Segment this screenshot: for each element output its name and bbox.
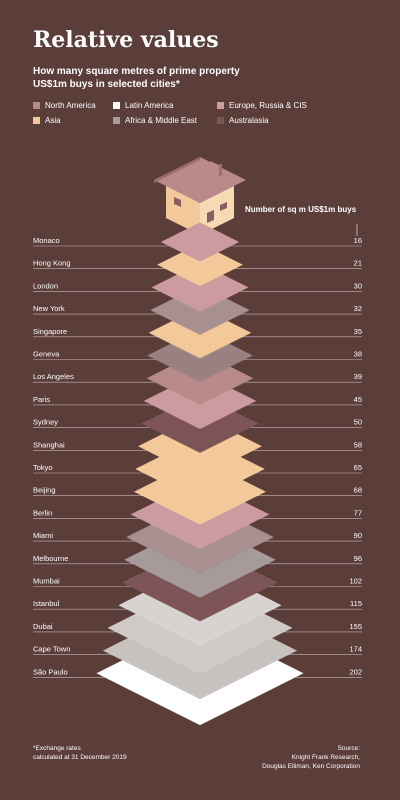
- city-label: New York: [33, 304, 65, 313]
- city-label: Mumbai: [33, 577, 60, 586]
- legend-item-north-america: North America: [33, 101, 96, 110]
- city-label: Dubai: [33, 622, 53, 631]
- value-label: 45: [354, 395, 362, 404]
- value-label: 30: [354, 281, 362, 290]
- value-label: 39: [354, 372, 362, 381]
- city-label: Tokyo: [33, 463, 53, 472]
- axis-title: Number of sq m US$1m buys: [245, 205, 357, 214]
- legend-item-africa-middle-east: Africa & Middle East: [113, 116, 197, 125]
- legend-label: Australasia: [229, 116, 269, 125]
- value-label: 16: [354, 236, 362, 245]
- city-label: Los Angeles: [33, 372, 74, 381]
- value-label: 58: [354, 440, 362, 449]
- pyramid-layer-1: [157, 243, 243, 287]
- pyramid-layer-2: [151, 263, 249, 312]
- value-label: 50: [354, 418, 362, 427]
- subtitle-line-2: US$1m buys in selected cities*: [33, 79, 180, 90]
- legend-label: Europe, Russia & CIS: [229, 101, 307, 110]
- value-label: 90: [354, 531, 362, 540]
- city-label: Hong Kong: [33, 259, 71, 268]
- value-label: 96: [354, 554, 362, 563]
- legend-swatch: [33, 117, 40, 124]
- city-label: Cape Town: [33, 645, 70, 654]
- subtitle-line-1: How many square metres of prime property: [33, 66, 240, 77]
- legend-item-asia: Asia: [33, 116, 61, 125]
- legend-label: Asia: [45, 116, 61, 125]
- legend-swatch: [113, 102, 120, 109]
- legend-label: North America: [45, 101, 96, 110]
- footnote-line-1: *Exchange rates: [33, 745, 81, 752]
- source-line-2: Knight Frank Research,: [291, 754, 360, 761]
- city-label: Melbourne: [33, 554, 68, 563]
- legend-label: Latin America: [125, 101, 174, 110]
- legend-swatch: [113, 117, 120, 124]
- value-label: 155: [349, 622, 362, 631]
- value-label: 21: [354, 259, 362, 268]
- legend-swatch: [33, 102, 40, 109]
- value-label: 32: [354, 304, 362, 313]
- city-label: Miami: [33, 531, 53, 540]
- city-label: Berlin: [33, 508, 52, 517]
- legend-item-australasia: Australasia: [217, 116, 269, 125]
- value-label: 102: [349, 577, 362, 586]
- city-label: London: [33, 281, 58, 290]
- pyramid-layer-0: [160, 222, 240, 262]
- city-label: Istanbul: [33, 599, 60, 608]
- city-label: Beijing: [33, 486, 56, 495]
- value-label: 38: [354, 350, 362, 359]
- source-line-3: Douglas Elliman, Ken Corporation: [262, 763, 360, 770]
- legend-label: Africa & Middle East: [125, 116, 198, 125]
- source-line-1: Source:: [337, 745, 360, 752]
- footnote-line-2: calculated at 31 December 2019: [33, 754, 127, 761]
- city-label: São Paulo: [33, 667, 68, 676]
- city-label: Geneva: [33, 350, 60, 359]
- value-label: 77: [354, 508, 362, 517]
- value-label: 68: [354, 486, 362, 495]
- legend-item-latin-america: Latin America: [113, 101, 173, 110]
- city-label: Singapore: [33, 327, 67, 336]
- value-label: 35: [354, 327, 362, 336]
- city-label: Sydney: [33, 418, 58, 427]
- house-icon: [154, 157, 246, 235]
- legend-item-europe: Europe, Russia & CIS: [217, 101, 307, 110]
- legend-swatch: [217, 117, 224, 124]
- city-label: Monaco: [33, 236, 60, 245]
- value-label: 65: [354, 463, 362, 472]
- page-title: Relative values: [33, 27, 219, 53]
- city-label: Shanghai: [33, 440, 65, 449]
- value-label: 174: [349, 645, 362, 654]
- value-label: 115: [350, 599, 362, 608]
- source: Source: Knight Frank Research, Douglas E…: [262, 744, 360, 771]
- subtitle: How many square metres of prime property…: [33, 65, 333, 91]
- legend-swatch: [217, 102, 224, 109]
- value-label: 202: [349, 667, 362, 676]
- footnote: *Exchange rates calculated at 31 Decembe…: [33, 744, 127, 762]
- city-label: Paris: [33, 395, 50, 404]
